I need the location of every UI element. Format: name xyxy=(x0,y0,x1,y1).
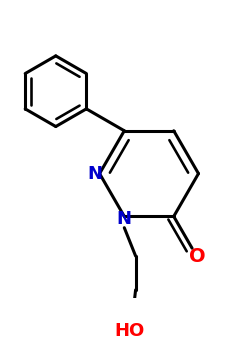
Text: O: O xyxy=(189,247,205,266)
Text: N: N xyxy=(87,164,102,183)
Text: HO: HO xyxy=(115,322,145,340)
Text: N: N xyxy=(117,210,132,228)
